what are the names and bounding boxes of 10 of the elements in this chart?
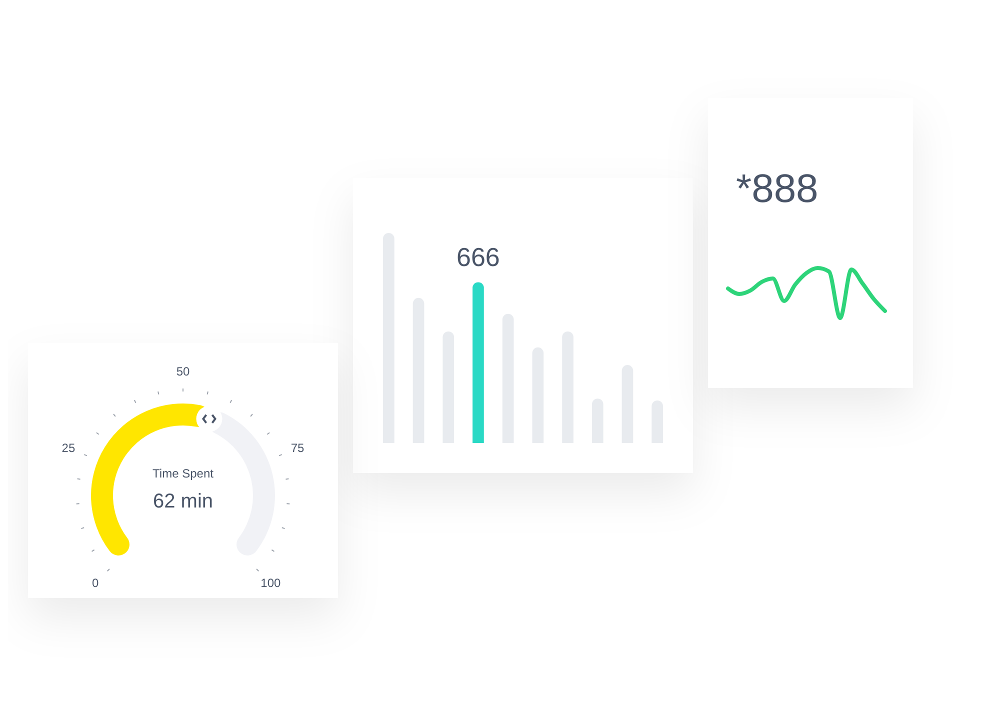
- text: Time Spent: [152, 466, 214, 480]
- data-label: 666: [456, 242, 500, 272]
- text: 75: [290, 441, 305, 456]
- text: 100: [260, 576, 282, 590]
- text: 25: [62, 441, 76, 456]
- text: 0: [92, 576, 99, 590]
- text: 50: [176, 364, 190, 378]
- chart-title: *888: [736, 167, 818, 211]
- bar: [472, 282, 484, 443]
- text: 62 min: [152, 490, 214, 512]
